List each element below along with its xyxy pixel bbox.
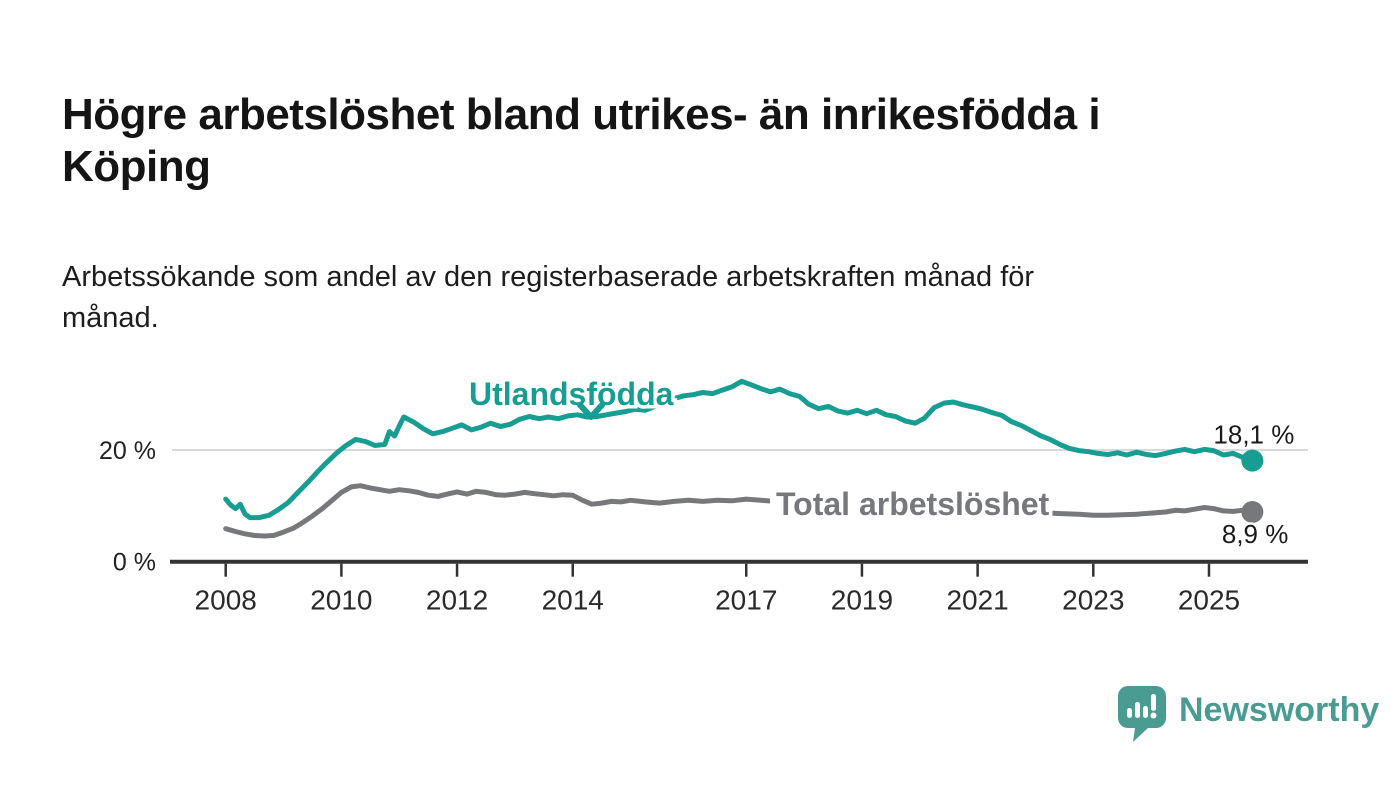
end-label-total: 8,9 % <box>1222 519 1289 549</box>
y-tick-label-20: 20 % <box>99 437 156 465</box>
x-tick-label-2025: 2025 <box>1178 585 1240 616</box>
x-tick-label-2014: 2014 <box>542 585 604 616</box>
x-tick-label-2012: 2012 <box>426 585 488 616</box>
page-title: Högre arbetslöshet bland utrikes- än inr… <box>62 90 1101 191</box>
end-label-utlandsfodda: 18,1 % <box>1213 420 1294 450</box>
x-tick-label-2021: 2021 <box>946 585 1008 616</box>
newsworthy-brand: Newsworthy <box>1118 686 1379 744</box>
x-tick-label-2010: 2010 <box>310 585 372 616</box>
y-tick-label-0: 0 % <box>113 549 156 577</box>
x-tick-label-2008: 2008 <box>195 585 257 616</box>
series-label-total-backing <box>770 489 1050 523</box>
x-tick-label-2019: 2019 <box>831 585 893 616</box>
newsworthy-logo-icon <box>1118 686 1166 742</box>
series-label-total: Total arbetslöshet <box>776 486 1050 522</box>
series-line-total <box>223 483 1255 539</box>
chart-subtitle: Arbetssökande som andel av den registerb… <box>62 261 1035 335</box>
end-dot-utlandsfodda <box>1241 449 1264 472</box>
series-label-utlandsfodda: Utlandsfödda <box>469 376 674 412</box>
series-line-utlandsfodda <box>223 378 1255 521</box>
newsworthy-brand-text: Newsworthy <box>1179 691 1380 729</box>
end-dot-total <box>1241 500 1264 523</box>
x-tick-label-2017: 2017 <box>715 585 777 616</box>
unemployment-line-chart: 20 % 0 % 2008 2010 2012 2014 2017 2019 2021 2023 2… <box>99 373 1308 616</box>
arrow-down-icon <box>577 402 605 420</box>
x-tick-label-2023: 2023 <box>1062 585 1124 616</box>
